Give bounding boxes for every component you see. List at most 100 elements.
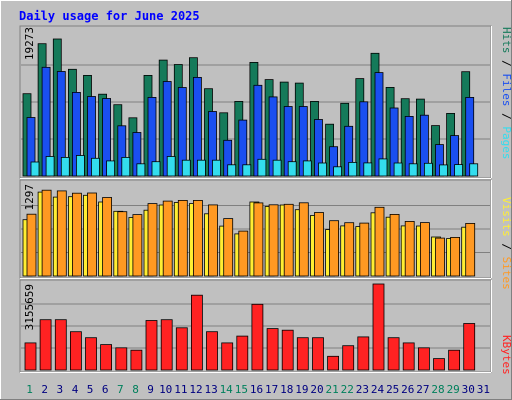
day-label-7: 7 (117, 383, 124, 396)
bar-pages-day-22 (348, 161, 358, 177)
bar-pages-day-25 (393, 162, 403, 177)
bar-sites-day-18 (283, 203, 294, 277)
bar-sites-day-10 (162, 200, 173, 277)
bar-sites-day-6 (102, 197, 112, 277)
legend-files: Files (500, 73, 512, 106)
bar-pages-day-21 (333, 166, 343, 177)
hits-panel-legend: Hits / Files / Pages (500, 27, 512, 160)
bar-pages-day-14 (227, 164, 237, 177)
bar-pages-day-11 (181, 159, 191, 177)
bar-sites-day-17 (268, 204, 279, 277)
day-label-29: 29 (447, 383, 460, 396)
day-label-11: 11 (174, 383, 187, 396)
bar-kbytes-day-17 (266, 328, 279, 371)
day-label-26: 26 (401, 383, 414, 396)
day-label-10: 10 (159, 383, 172, 396)
bar-kbytes-day-3 (54, 319, 67, 371)
bar-kbytes-day-7 (115, 347, 128, 371)
day-label-19: 19 (295, 383, 308, 396)
legend-sites: Sites (500, 257, 512, 290)
bar-pages-day-13 (212, 159, 221, 177)
bar-sites-day-14 (223, 218, 234, 277)
bar-kbytes-day-5 (85, 337, 97, 371)
bar-sites-day-29 (450, 236, 461, 277)
bar-sites-day-12 (192, 199, 203, 277)
bar-pages-day-24 (378, 158, 388, 177)
bar-pages-day-1 (30, 161, 40, 177)
day-label-13: 13 (204, 383, 217, 396)
day-label-17: 17 (265, 383, 278, 396)
bar-sites-day-13 (208, 204, 218, 277)
bar-pages-day-9 (151, 161, 161, 177)
day-label-9: 9 (147, 383, 154, 396)
legend-sep-visits: / (500, 237, 512, 257)
bar-sites-day-28 (435, 237, 445, 277)
bar-kbytes-day-18 (281, 329, 294, 371)
bar-pages-day-29 (454, 164, 464, 177)
day-label-24: 24 (371, 383, 385, 396)
day-label-1: 1 (26, 383, 33, 396)
legend-visits: Visits (500, 197, 512, 237)
bar-pages-day-26 (408, 163, 418, 177)
bar-sites-day-23 (359, 222, 370, 277)
bar-pages-day-2 (45, 156, 55, 177)
bar-kbytes-day-6 (100, 344, 112, 371)
legend-kbytes: KBytes (500, 335, 512, 375)
bar-sites-day-24 (374, 206, 385, 277)
day-label-30: 30 (462, 383, 475, 396)
bar-pages-day-3 (60, 156, 70, 177)
bar-sites-day-25 (389, 213, 400, 277)
bar-pages-day-23 (363, 162, 373, 177)
bar-kbytes-day-30 (463, 323, 476, 371)
day-label-12: 12 (189, 383, 202, 396)
bar-kbytes-day-12 (190, 294, 203, 371)
hits-panel-ymax-label: 19273 (23, 27, 36, 60)
x-axis-day-labels: 1 2 3 4 5 6 7 8 9 10 11 12 13 14 15 16 17 18 19 20 21 22 23 24 2… (26, 383, 490, 396)
bar-sites-day-3 (56, 190, 67, 277)
panel-frames (19, 25, 492, 373)
bar-kbytes-day-16 (251, 303, 264, 371)
bar-kbytes-day-13 (206, 331, 218, 371)
day-label-16: 16 (250, 383, 263, 396)
day-label-2: 2 (41, 383, 48, 396)
bar-sites-day-21 (329, 220, 340, 277)
bar-pages-day-20 (318, 162, 327, 177)
bar-kbytes-day-20 (312, 337, 324, 371)
legend-hits: Hits (500, 27, 512, 54)
bar-sites-day-19 (298, 202, 309, 277)
bar-sites-day-11 (177, 199, 188, 277)
day-label-18: 18 (280, 383, 293, 396)
bar-pages-day-18 (287, 161, 297, 177)
legend-pages: Pages (500, 126, 512, 159)
bar-kbytes-day-9 (145, 320, 158, 371)
bar-kbytes-day-10 (160, 319, 173, 371)
bar-pages-day-8 (136, 163, 146, 177)
day-label-20: 20 (310, 383, 323, 396)
bar-pages-day-6 (106, 160, 115, 177)
bar-kbytes-day-11 (175, 327, 188, 371)
bar-kbytes-day-24 (372, 283, 385, 371)
bar-pages-day-27 (423, 162, 433, 177)
day-label-3: 3 (56, 383, 63, 396)
bar-kbytes-day-28 (433, 358, 445, 371)
day-label-8: 8 (132, 383, 139, 396)
bar-kbytes-day-21 (327, 355, 340, 371)
bar-kbytes-day-1 (24, 342, 37, 371)
day-label-25: 25 (386, 383, 399, 396)
chart-title: Daily usage for June 2025 (19, 9, 200, 23)
bar-pages-day-12 (196, 159, 206, 177)
visits-panel-ymax-label: 1297 (23, 184, 36, 211)
bar-kbytes-day-19 (296, 337, 309, 371)
bar-kbytes-day-29 (448, 349, 461, 371)
day-label-4: 4 (72, 383, 79, 396)
bar-kbytes-day-25 (387, 337, 400, 371)
bar-sites-day-26 (404, 220, 415, 277)
bar-sites-day-9 (147, 203, 158, 277)
day-label-15: 15 (235, 383, 248, 396)
bar-sites-day-4 (72, 192, 82, 277)
bar-pages-day-16 (257, 158, 267, 177)
bar-pages-day-15 (242, 164, 252, 177)
bar-kbytes-day-22 (342, 345, 355, 371)
bar-pages-day-17 (272, 159, 282, 177)
